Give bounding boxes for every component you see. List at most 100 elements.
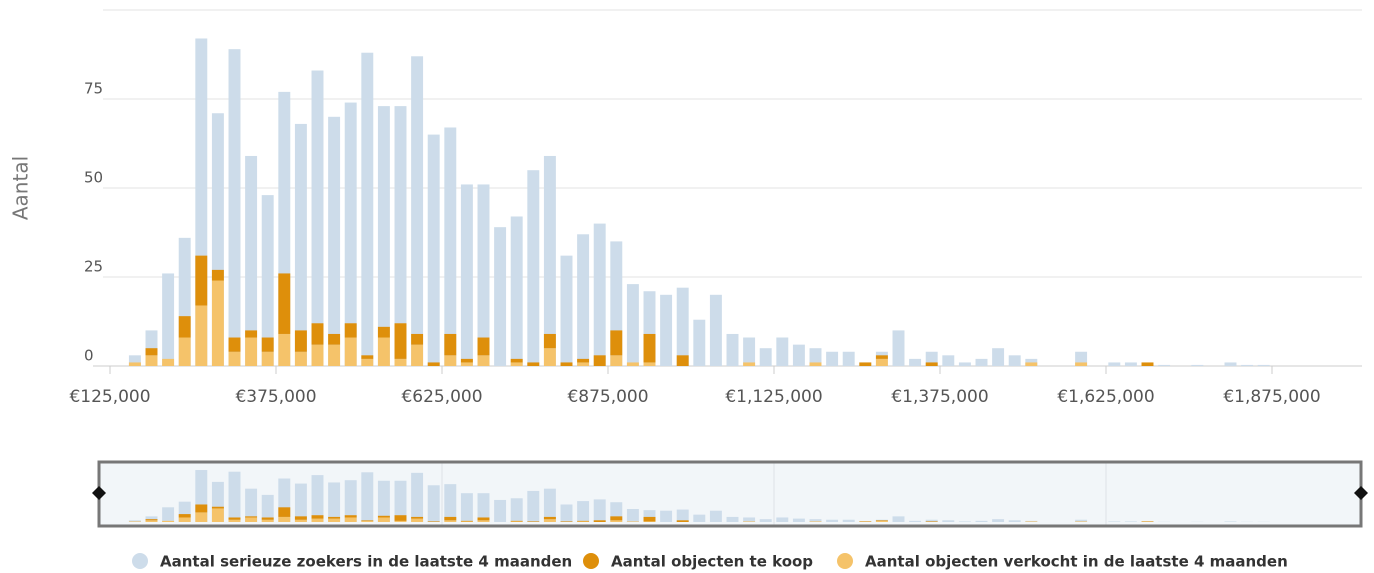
- bar: [444, 127, 457, 366]
- bar: [228, 49, 241, 366]
- navigator-bar: [361, 520, 374, 521]
- bar: [361, 358, 374, 366]
- navigator-bar: [294, 483, 307, 522]
- bar: [195, 255, 208, 306]
- bar: [162, 273, 175, 366]
- navigator-bar: [560, 521, 573, 522]
- navigator-bar: [743, 521, 756, 522]
- bar: [842, 351, 855, 366]
- navigator-bar: [178, 514, 191, 518]
- bar: [278, 273, 291, 334]
- bar: [610, 241, 623, 366]
- navigator-bar: [460, 521, 473, 522]
- navigator-bar: [128, 520, 141, 522]
- navigator-bar: [128, 521, 141, 522]
- navigator-bar: [477, 493, 490, 522]
- navigator-handle[interactable]: [92, 486, 106, 500]
- navigator-bar: [610, 516, 623, 521]
- bar: [743, 337, 756, 366]
- navigator-bar: [211, 506, 224, 509]
- legend-marker[interactable]: [837, 553, 853, 569]
- bar: [294, 123, 307, 366]
- bar: [311, 70, 324, 367]
- navigator-bar: [278, 516, 291, 522]
- bar: [211, 269, 224, 281]
- navigator-bar: [477, 517, 490, 521]
- bar: [211, 280, 224, 366]
- x-tick-label: €1,625,000: [1057, 387, 1154, 407]
- bar: [128, 362, 141, 366]
- bar: [527, 170, 540, 366]
- navigator-bar: [1108, 521, 1121, 522]
- bar: [261, 195, 274, 366]
- legend-marker[interactable]: [583, 553, 599, 569]
- x-tick-label: €875,000: [567, 387, 648, 407]
- navigator-bar: [394, 480, 407, 522]
- navigator-bar: [228, 517, 241, 520]
- bar: [776, 337, 789, 366]
- navigator-bar: [510, 498, 523, 522]
- navigator-bar: [361, 520, 374, 522]
- navigator-bar: [178, 501, 191, 522]
- navigator-bar: [842, 519, 855, 522]
- bar: [1257, 364, 1270, 366]
- navigator-bar: [394, 520, 407, 522]
- navigator-bar: [311, 515, 324, 519]
- bar: [311, 323, 324, 345]
- bar: [792, 344, 805, 366]
- navigator-bar: [460, 520, 473, 522]
- bar: [328, 116, 341, 366]
- navigator-bar: [328, 516, 341, 519]
- bar: [676, 355, 689, 366]
- bar: [394, 358, 407, 366]
- navigator-handle[interactable]: [1354, 486, 1368, 500]
- navigator-bar: [444, 484, 457, 522]
- navigator-bar: [278, 507, 291, 517]
- navigator-bar: [377, 515, 390, 518]
- legend-label[interactable]: Aantal objecten verkocht in de laatste 4…: [865, 553, 1288, 571]
- navigator-bar: [892, 516, 905, 522]
- bar: [726, 333, 739, 366]
- bar: [195, 38, 208, 366]
- bar: [859, 362, 872, 366]
- navigator-bar: [1025, 521, 1038, 522]
- bar: [975, 358, 988, 366]
- navigator-bar: [228, 519, 241, 522]
- legend-label[interactable]: Aantal objecten te koop: [611, 553, 813, 571]
- bar: [643, 333, 656, 363]
- bar: [1075, 351, 1088, 366]
- bar: [1108, 362, 1121, 366]
- bar: [411, 344, 424, 366]
- navigator-bar: [875, 520, 888, 521]
- bar: [178, 237, 191, 366]
- bar: [228, 351, 241, 366]
- navigator-bar: [610, 502, 623, 522]
- navigator-bar: [162, 507, 175, 522]
- bar: [145, 355, 158, 366]
- bar: [610, 330, 623, 356]
- bar: [1141, 362, 1154, 366]
- navigator-bar: [925, 519, 938, 522]
- navigator-bar: [1075, 521, 1088, 522]
- bar: [543, 348, 556, 366]
- bar: [278, 91, 291, 366]
- bar: [228, 337, 241, 352]
- navigator-bar: [693, 514, 706, 522]
- bar: [328, 333, 341, 345]
- bar: [1124, 362, 1137, 366]
- navigator-bar: [992, 519, 1005, 522]
- bar: [377, 337, 390, 366]
- legend-label[interactable]: Aantal serieuze zoekers in de laatste 4 …: [160, 553, 572, 571]
- navigator-bar: [145, 520, 158, 522]
- bar: [261, 351, 274, 366]
- legend-marker[interactable]: [132, 553, 148, 569]
- navigator-bar: [626, 509, 639, 522]
- navigator-bar: [427, 521, 440, 522]
- bar: [311, 344, 324, 366]
- navigator-bar: [577, 520, 590, 522]
- y-tick-label: 75: [84, 80, 103, 98]
- navigator-bar: [909, 520, 922, 522]
- bar: [444, 333, 457, 356]
- navigator-bar: [726, 516, 739, 522]
